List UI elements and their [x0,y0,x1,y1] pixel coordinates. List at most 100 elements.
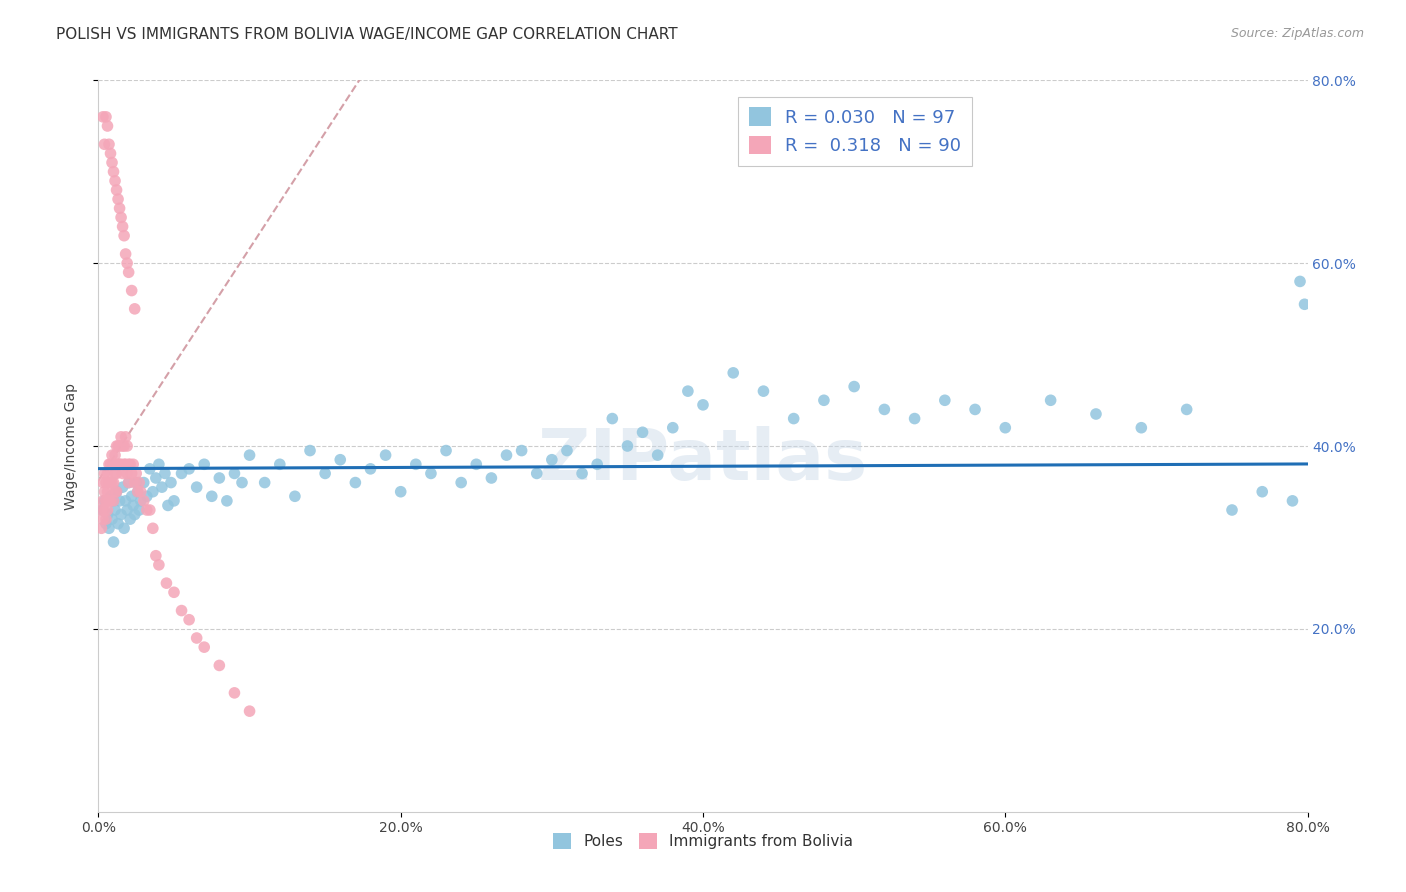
Point [96,508,118,522]
Point [108,201,131,215]
Point [98,457,121,471]
Point [115,439,138,453]
Point [121,284,143,298]
Point [115,256,138,270]
Point [450,475,472,490]
Point [108,439,131,453]
Point [124,508,146,522]
Point [904,411,927,425]
Point [110,508,132,522]
Point [124,301,146,316]
Point [602,411,624,425]
Point [93,503,115,517]
Point [90,503,112,517]
Point [783,411,806,425]
Point [104,503,127,517]
Point [94,512,117,526]
Point [94,494,117,508]
Point [108,457,131,471]
Point [103,494,125,508]
Point [100,494,122,508]
Point [723,366,745,380]
Point [186,480,208,494]
Point [676,384,699,398]
Point [661,421,683,435]
Point [132,475,155,490]
Point [253,475,276,490]
Point [114,494,136,508]
Point [93,137,115,152]
Point [110,211,132,225]
Point [105,484,128,499]
Point [752,384,775,398]
Point [142,484,165,499]
Point [124,475,146,490]
Point [104,484,127,499]
Point [104,174,127,188]
Point [1281,494,1303,508]
Point [101,475,124,490]
Point [103,475,125,490]
Point [107,516,129,531]
Point [994,421,1017,435]
Point [96,484,118,499]
Point [127,484,149,499]
Point [170,603,193,617]
Point [115,467,138,481]
Point [239,448,262,462]
Point [155,576,177,591]
Point [104,448,127,462]
Point [111,480,134,494]
Point [1085,407,1108,421]
Point [118,265,141,279]
Point [193,640,215,655]
Point [93,494,115,508]
Point [153,467,176,481]
Point [540,452,562,467]
Point [420,467,443,481]
Point [1251,484,1274,499]
Point [104,467,127,481]
Point [374,448,396,462]
Point [122,499,145,513]
Point [647,448,669,462]
Point [93,484,115,499]
Point [125,475,148,490]
Point [231,475,253,490]
Point [114,457,136,471]
Point [1220,503,1243,517]
Point [128,475,150,490]
Point [132,494,155,508]
Point [128,503,150,517]
Point [1175,402,1198,417]
Point [481,471,503,485]
Point [98,475,121,490]
Point [101,512,124,526]
Point [1289,275,1312,289]
Point [115,503,138,517]
Point [107,457,129,471]
Point [510,443,533,458]
Point [118,475,141,490]
Point [142,521,165,535]
Point [201,489,224,503]
Point [103,164,125,178]
Text: POLISH VS IMMIGRANTS FROM BOLIVIA WAGE/INCOME GAP CORRELATION CHART: POLISH VS IMMIGRANTS FROM BOLIVIA WAGE/I… [56,27,678,42]
Point [94,110,117,124]
Legend: Poles, Immigrants from Bolivia: Poles, Immigrants from Bolivia [547,827,859,855]
Point [121,489,143,503]
Point [616,439,638,453]
Point [314,467,336,481]
Point [98,137,121,152]
Point [135,503,157,517]
Point [434,443,457,458]
Point [96,503,118,517]
Point [127,484,149,499]
Point [107,439,129,453]
Point [163,494,186,508]
Point [103,494,125,508]
Point [934,393,956,408]
Point [360,462,382,476]
Point [105,484,128,499]
Point [692,398,714,412]
